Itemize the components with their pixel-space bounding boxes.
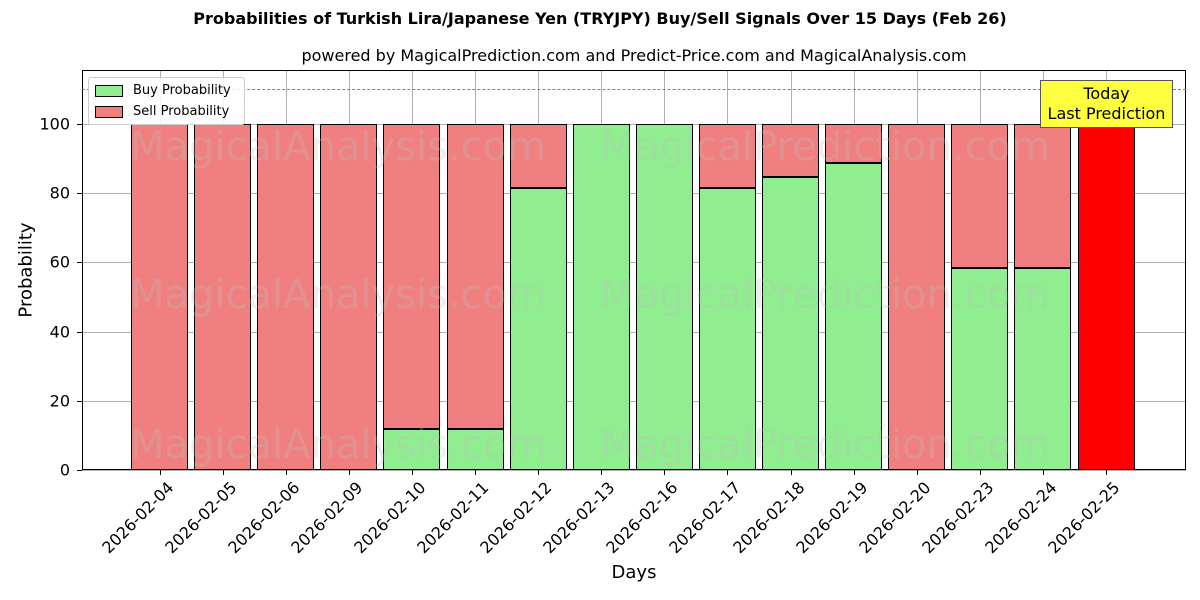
y-tick-mark (77, 470, 82, 471)
reference-line (82, 89, 1186, 90)
y-axis-label: Probability (15, 222, 37, 318)
x-tick-mark (790, 470, 792, 475)
sell-bar (888, 124, 946, 470)
x-tick-mark (727, 470, 729, 475)
y-tick-label: 100 (39, 114, 70, 134)
sell-bar (257, 124, 315, 470)
y-gridline (82, 262, 1186, 264)
x-tick-mark (979, 470, 981, 475)
today-annotation: Today Last Prediction (1040, 80, 1173, 128)
sell-bar (762, 124, 819, 177)
buy-bar (572, 124, 630, 470)
x-tick-mark (601, 470, 603, 475)
plot-area (82, 70, 1186, 470)
buy-bar (762, 176, 819, 470)
chart-title: Probabilities of Turkish Lira/Japanese Y… (193, 9, 1007, 28)
sell-bar (825, 124, 883, 164)
y-gridline (82, 470, 1186, 471)
legend-sell-label: Sell Probability (133, 104, 230, 119)
x-tick-mark (285, 470, 287, 475)
buy-bar (1014, 267, 1072, 470)
sell-bar (1014, 124, 1072, 268)
sell-bar (446, 124, 504, 430)
sell-bar (383, 124, 441, 430)
x-tick-mark (1042, 470, 1044, 475)
y-tick-mark (77, 124, 82, 125)
buy-bar (951, 267, 1009, 470)
legend-item-buy: Buy Probability (95, 83, 231, 98)
buy-bar (383, 429, 441, 470)
x-tick-mark (475, 470, 476, 475)
buy-bar (825, 163, 883, 470)
chart-subtitle: powered by MagicalPrediction.com and Pre… (301, 46, 967, 65)
last-prediction-label: Last Prediction (1047, 104, 1166, 123)
y-tick-label: 80 (49, 183, 70, 203)
legend-item-sell: Sell Probability (95, 104, 229, 119)
buy-bar (698, 188, 756, 470)
sell-bar (131, 124, 188, 470)
y-tick-mark (77, 331, 82, 333)
x-axis-label: Days (611, 562, 657, 583)
sell-bar (509, 124, 567, 188)
x-tick-mark (348, 470, 350, 475)
x-tick-mark (411, 470, 413, 475)
x-tick-mark (916, 470, 918, 475)
today-label: Today (1083, 84, 1130, 103)
sell-bar (698, 124, 756, 188)
x-tick-mark (159, 470, 161, 475)
today-sell-bar (1077, 124, 1135, 470)
y-tick-mark (77, 400, 82, 402)
y-gridline (82, 331, 1186, 333)
buy-bar (509, 188, 567, 470)
sell-bar (194, 124, 252, 470)
x-tick-mark (1106, 470, 1107, 475)
sell-swatch (95, 105, 123, 118)
buy-swatch (95, 84, 123, 97)
y-tick-label: 20 (49, 391, 70, 411)
y-gridline (82, 193, 1186, 195)
buy-bar (635, 124, 693, 470)
y-tick-label: 40 (49, 322, 70, 342)
x-tick-mark (222, 470, 224, 475)
y-tick-mark (77, 193, 82, 195)
y-tick-label: 60 (49, 252, 70, 272)
y-tick-mark (77, 262, 82, 264)
legend: Buy Probability Sell Probability (88, 77, 245, 125)
y-tick-label: 0 (59, 460, 70, 480)
legend-buy-label: Buy Probability (133, 83, 231, 98)
x-tick-mark (538, 470, 540, 475)
x-tick-mark (664, 470, 666, 475)
sell-bar (320, 124, 378, 470)
buy-bar (446, 429, 504, 470)
sell-bar (951, 124, 1009, 268)
y-gridline (82, 124, 1186, 125)
x-tick-mark (853, 470, 855, 475)
y-gridline (82, 400, 1186, 402)
